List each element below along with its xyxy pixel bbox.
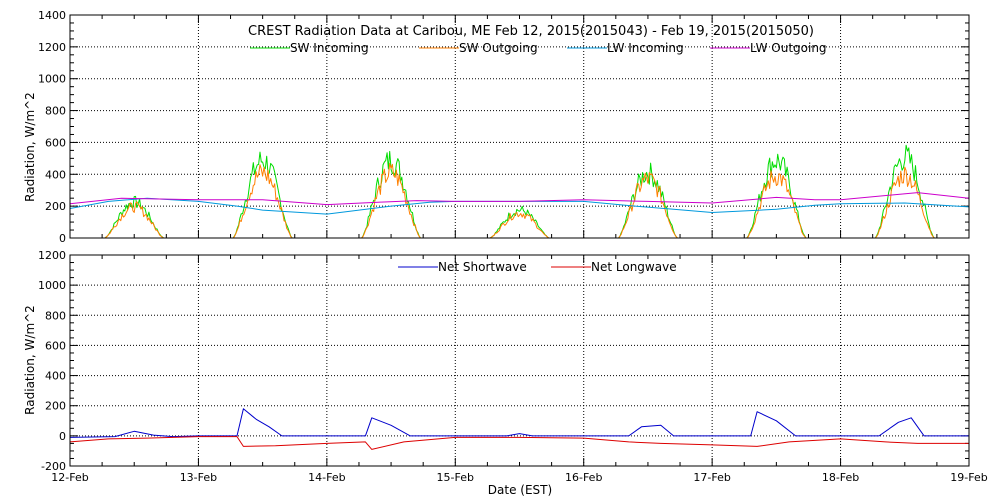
legend-label: Net Shortwave — [438, 260, 527, 274]
y-tick-label: 400 — [45, 168, 66, 181]
legend-label: SW Outgoing — [459, 41, 538, 55]
y-tick-label: 200 — [45, 400, 66, 413]
y-tick-label: 400 — [45, 370, 66, 383]
y-tick-label: 1200 — [38, 249, 66, 262]
y-tick-label: 600 — [45, 136, 66, 149]
x-tick-label: 12-Feb — [51, 471, 88, 484]
y-tick-label: 1400 — [38, 9, 66, 22]
legend-label: SW Incoming — [290, 41, 369, 55]
x-tick-label: 13-Feb — [180, 471, 217, 484]
series-line-lw-outgoing — [69, 192, 970, 206]
top-radiation-panel: CREST Radiation Data at Caribou, ME Feb … — [23, 9, 970, 245]
chart-title: CREST Radiation Data at Caribou, ME Feb … — [248, 24, 814, 39]
y-tick-label: 0 — [59, 232, 66, 245]
top-plot-area: 0 200 400 600 800 1000 1200 1400 SW Incoming SW O… — [38, 9, 970, 245]
legend-label: Net Longwave — [591, 260, 677, 274]
y-tick-label: 0 — [59, 430, 66, 443]
plot-frame — [69, 14, 970, 239]
y-tick-label: 200 — [45, 200, 66, 213]
y-tick-label: 800 — [45, 309, 66, 322]
y-tick-label: 1200 — [38, 41, 66, 54]
x-tick-label: 14-Feb — [308, 471, 345, 484]
series-line-sw-outgoing — [70, 163, 969, 239]
y-tick-label: 800 — [45, 105, 66, 118]
x-tick-label: 18-Feb — [822, 471, 859, 484]
y-tick-label: 1000 — [38, 73, 66, 86]
bottom-plot-area: -200 0 200 400 600 800 1000 1200 12-Feb 13-Feb 14-… — [38, 249, 988, 484]
x-tick-label: 16-Feb — [565, 471, 602, 484]
series-line-net-longwave — [69, 436, 969, 450]
y-tick-label: 600 — [45, 339, 66, 352]
x-tick-label: 17-Feb — [693, 471, 730, 484]
bottom-radiation-panel: Radiation, W/m^2 Date (EST) -200 0 200 400 6… — [23, 249, 988, 497]
x-tick-label: 15-Feb — [437, 471, 474, 484]
legend-label: LW Incoming — [607, 41, 684, 55]
series-line-net-shortwave — [69, 408, 969, 438]
x-axis-label: Date (EST) — [488, 483, 552, 497]
top-y-axis-label: Radiation, W/m^2 — [23, 92, 37, 202]
plot-frame — [69, 254, 970, 467]
bottom-y-axis-label: Radiation, W/m^2 — [23, 305, 37, 415]
legend-label: LW Outgoing — [750, 41, 827, 55]
x-tick-label: 19-Feb — [950, 471, 987, 484]
series-line-sw-incoming — [70, 144, 969, 239]
y-tick-label: 1000 — [38, 279, 66, 292]
y-tick-label: -200 — [41, 460, 66, 473]
